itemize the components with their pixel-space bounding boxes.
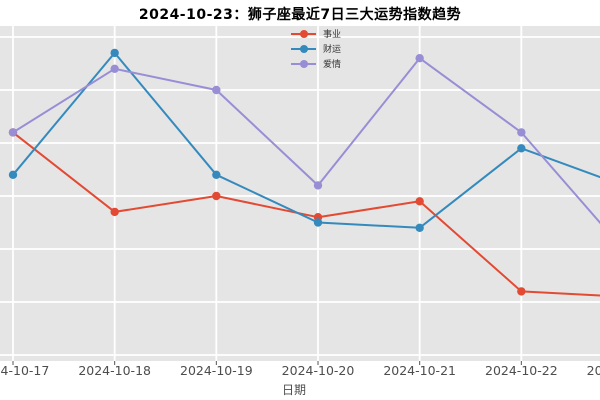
legend-item-wealth: 财运 [291, 41, 341, 56]
legend-marker-career-icon [291, 29, 316, 38]
legend-label-wealth: 财运 [323, 45, 342, 55]
legend-dot [299, 59, 308, 68]
data-point-love [415, 54, 424, 63]
data-point-wealth [110, 48, 119, 58]
legend-marker-love-icon [291, 59, 316, 68]
data-point-love [212, 85, 221, 95]
legend-label-career: 事业 [323, 30, 342, 40]
chart-title: 2024-10-23：狮子座最近7日三大运势指数趋势 [138, 7, 462, 23]
legend-marker-wealth-icon [291, 44, 316, 53]
plot-area [0, 26, 600, 361]
data-point-wealth [517, 144, 526, 153]
data-point-love [110, 64, 119, 74]
data-point-wealth [415, 223, 424, 232]
data-point-career [110, 207, 119, 217]
data-point-love [517, 128, 526, 137]
legend-dot [299, 44, 308, 53]
data-point-career [517, 287, 526, 296]
legend-label-love: 爱情 [323, 60, 342, 70]
data-point-career [212, 191, 221, 201]
data-point-wealth [212, 170, 221, 179]
data-point-career [415, 197, 424, 206]
chart-legend: 事业 财运 爱情 [291, 26, 341, 71]
x-axis-title: 日期 [281, 383, 307, 397]
legend-dot [299, 29, 308, 38]
data-point-love [313, 181, 323, 190]
data-point-wealth [313, 218, 323, 227]
data-point-love [8, 128, 18, 137]
legend-item-career: 事业 [291, 26, 341, 41]
data-point-wealth [8, 170, 18, 179]
legend-item-love: 爱情 [291, 56, 341, 71]
